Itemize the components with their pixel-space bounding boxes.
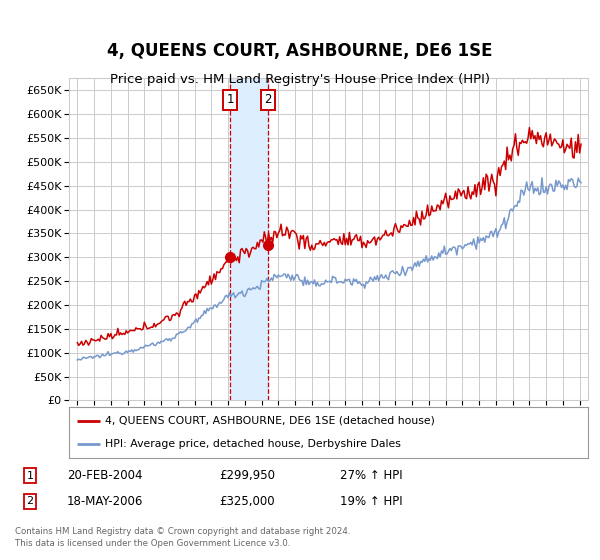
- Text: 27% ↑ HPI: 27% ↑ HPI: [340, 469, 403, 482]
- Text: £325,000: £325,000: [220, 495, 275, 508]
- Text: 4, QUEENS COURT, ASHBOURNE, DE6 1SE: 4, QUEENS COURT, ASHBOURNE, DE6 1SE: [107, 43, 493, 60]
- Text: 1: 1: [26, 471, 34, 481]
- Bar: [230, 78, 268, 400]
- Text: 20-FEB-2004: 20-FEB-2004: [67, 469, 142, 482]
- Text: Price paid vs. HM Land Registry's House Price Index (HPI): Price paid vs. HM Land Registry's House …: [110, 73, 490, 86]
- Text: Contains HM Land Registry data © Crown copyright and database right 2024.: Contains HM Land Registry data © Crown c…: [15, 527, 350, 536]
- Text: 2: 2: [26, 496, 34, 506]
- Text: 4, QUEENS COURT, ASHBOURNE, DE6 1SE (detached house): 4, QUEENS COURT, ASHBOURNE, DE6 1SE (det…: [106, 416, 435, 426]
- Text: This data is licensed under the Open Government Licence v3.0.: This data is licensed under the Open Gov…: [15, 539, 290, 548]
- Text: 2: 2: [264, 94, 271, 106]
- Text: 18-MAY-2006: 18-MAY-2006: [67, 495, 143, 508]
- Text: HPI: Average price, detached house, Derbyshire Dales: HPI: Average price, detached house, Derb…: [106, 439, 401, 449]
- Text: £299,950: £299,950: [220, 469, 275, 482]
- Text: 19% ↑ HPI: 19% ↑ HPI: [340, 495, 403, 508]
- Text: 1: 1: [226, 94, 234, 106]
